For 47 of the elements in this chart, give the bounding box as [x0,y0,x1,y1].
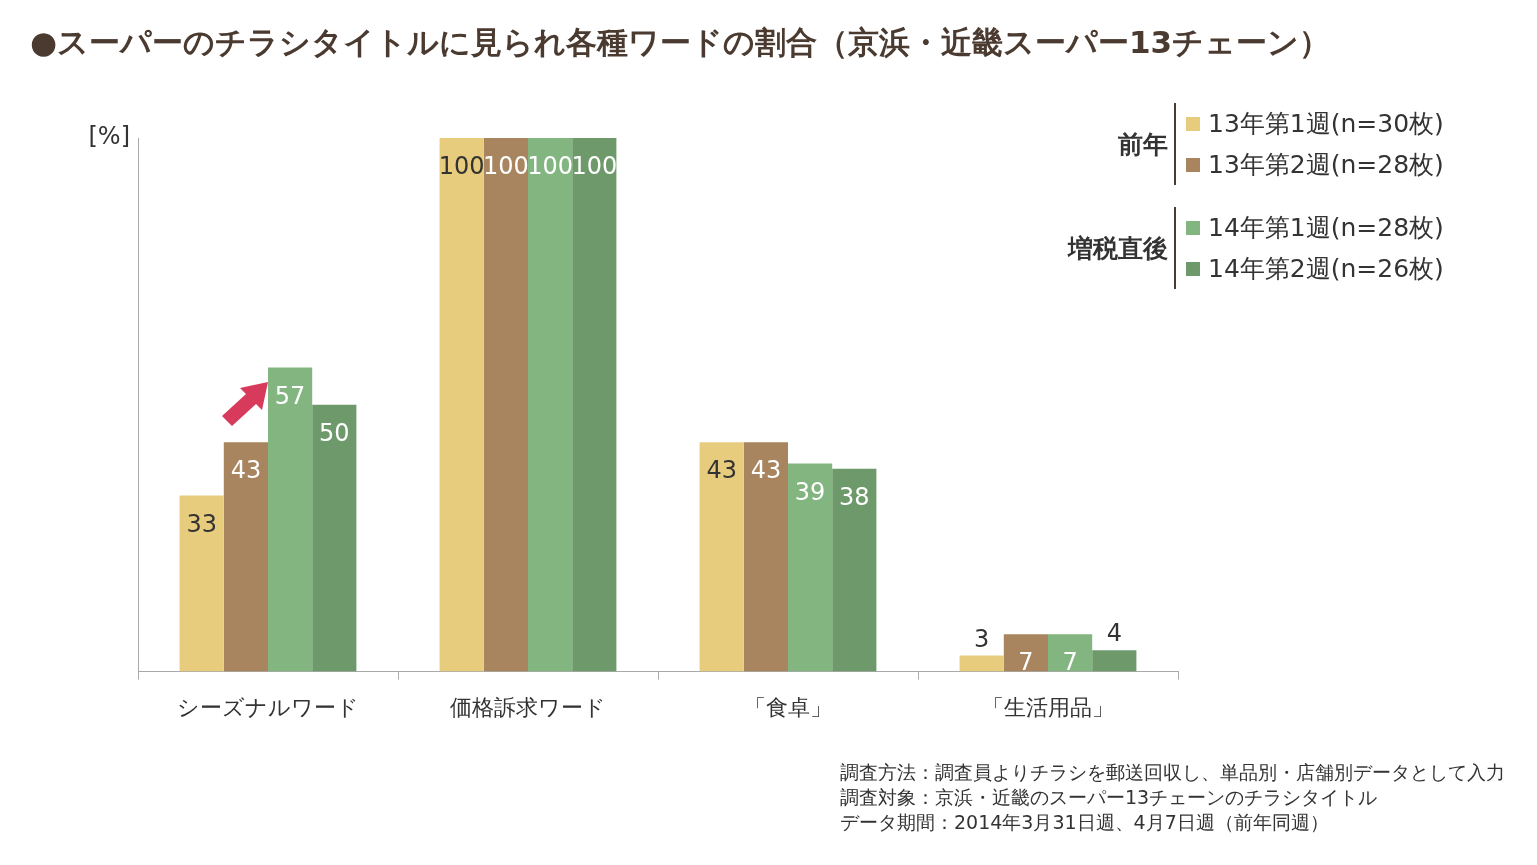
y-axis-title: [%] [88,122,130,151]
x-tick-label: 「生活用品」 [982,694,1114,720]
annotation: 前年 [1117,128,1169,161]
legend-label: 13年第2週(n=28枚) [1207,149,1444,181]
bar [439,138,484,672]
data-label: 3 [974,624,990,653]
bar [483,138,528,672]
data-label: 38 [839,483,870,512]
data-label: 100 [438,152,485,181]
data-label: 43 [750,456,782,485]
annotation: 増税直後 [1066,232,1169,265]
bar [1092,650,1137,672]
bar [743,442,788,672]
x-tick-label: シーズナルワード [177,694,359,720]
data-label: 50 [319,419,350,448]
data-label: 43 [230,456,262,485]
chart-title: ●スーパーのチラシタイトルに見られ各種ワードの割合（京浜・近畿スーパー13チェーン） [30,23,1331,62]
bar [528,138,573,672]
text: 調査方法：調査員よりチラシを郵送回収し、単品別・店舗別データとして入力 [840,760,1505,785]
bar [1048,634,1093,672]
bar [1003,634,1048,672]
bar [223,442,268,672]
bar [788,463,833,672]
data-label: 43 [706,456,737,485]
text: 調査対象：京浜・近畿のスーパー13チェーンのチラシタイトル [840,785,1379,810]
x-tick-label: 「食卓」 [744,694,832,720]
legend-label: 14年第2週(n=26枚) [1207,253,1444,285]
bar [959,655,1004,672]
legend-label: 14年第1週(n=28枚) [1207,212,1444,244]
x-tick-label: 価格訴求ワード [450,694,606,720]
data-label: 100 [571,152,618,181]
text: データ期間：2014年3月31日週、4月7日週（前年同週） [840,810,1330,835]
data-label: 7 [1018,648,1034,677]
data-label: 33 [186,509,217,538]
data-label: 39 [794,477,826,506]
bar [312,404,357,672]
data-label: 100 [527,152,574,181]
data-label: 7 [1062,648,1078,677]
bar [699,442,744,672]
data-label: 100 [482,152,529,181]
bar [268,367,313,672]
bar [832,468,877,672]
data-label: 57 [274,381,306,410]
bar [179,495,224,672]
legend-label: 13年第1週(n=30枚) [1207,108,1444,140]
bar [572,138,617,672]
data-label: 4 [1106,619,1122,648]
